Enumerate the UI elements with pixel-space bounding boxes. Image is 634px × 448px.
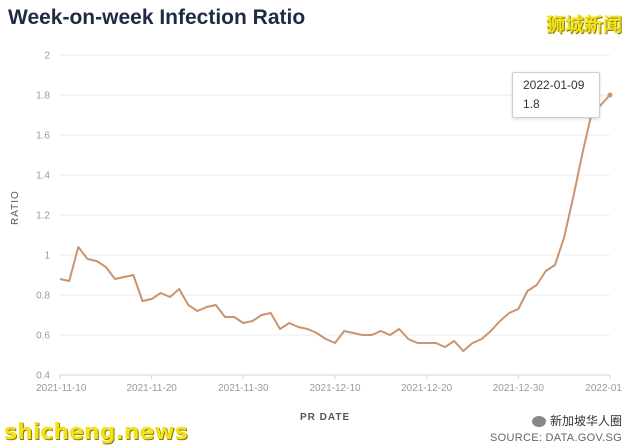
y-tick-label: 1.8 <box>36 91 50 102</box>
data-point[interactable] <box>607 92 613 98</box>
series-line-layer <box>59 94 611 352</box>
y-tick-label: 1 <box>44 251 50 262</box>
x-tick-label: 2021-12-10 <box>309 383 361 394</box>
series-line <box>59 94 611 352</box>
tooltip-date: 2022-01-09 <box>523 78 585 92</box>
x-axis-ticks: 2021-11-10 2021-11-20 2021-11-30 2021-12-10… <box>36 374 622 394</box>
y-tick-label: 0.4 <box>36 371 50 382</box>
x-axis-label: PR DATE <box>300 412 351 423</box>
x-tick-label: 2021-11-20 <box>126 383 177 394</box>
x-tick-label: 2021-11-30 <box>218 383 269 394</box>
y-axis-label: RATIO <box>10 190 21 225</box>
chart-title: Week-on-week Infection Ratio <box>8 6 306 29</box>
tooltip-value: 1.8 <box>523 97 540 111</box>
watermark-text: shicheng.news <box>4 420 188 445</box>
x-tick-label: 2022-01 <box>585 383 622 394</box>
wechat-account: 新加坡华人圈 <box>531 412 622 429</box>
x-tick-label: 2021-11-10 <box>36 383 87 394</box>
y-tick-label: 1.6 <box>36 131 50 142</box>
source-note: SOURCE: DATA.GOV.SG <box>489 432 622 444</box>
y-tick-label: 1.2 <box>36 211 50 222</box>
data-points <box>59 92 613 352</box>
y-tick-label: 1.4 <box>36 171 50 182</box>
y-axis-ticks: 0.4 0.6 0.8 1 1.2 1.4 1.6 1.8 2 <box>36 51 50 382</box>
wechat-label: 新加坡华人圈 <box>549 414 622 428</box>
y-tick-label: 0.8 <box>36 291 50 302</box>
data-tooltip: 2022-01-09 1.8 <box>512 72 600 118</box>
wechat-icon <box>531 416 546 427</box>
y-tick-label: 2 <box>44 51 50 62</box>
brand-logo-text: 狮城新闻 <box>545 14 622 36</box>
x-tick-label: 2021-12-30 <box>493 383 545 394</box>
y-tick-label: 0.6 <box>36 331 50 342</box>
x-tick-label: 2021-12-20 <box>401 383 453 394</box>
